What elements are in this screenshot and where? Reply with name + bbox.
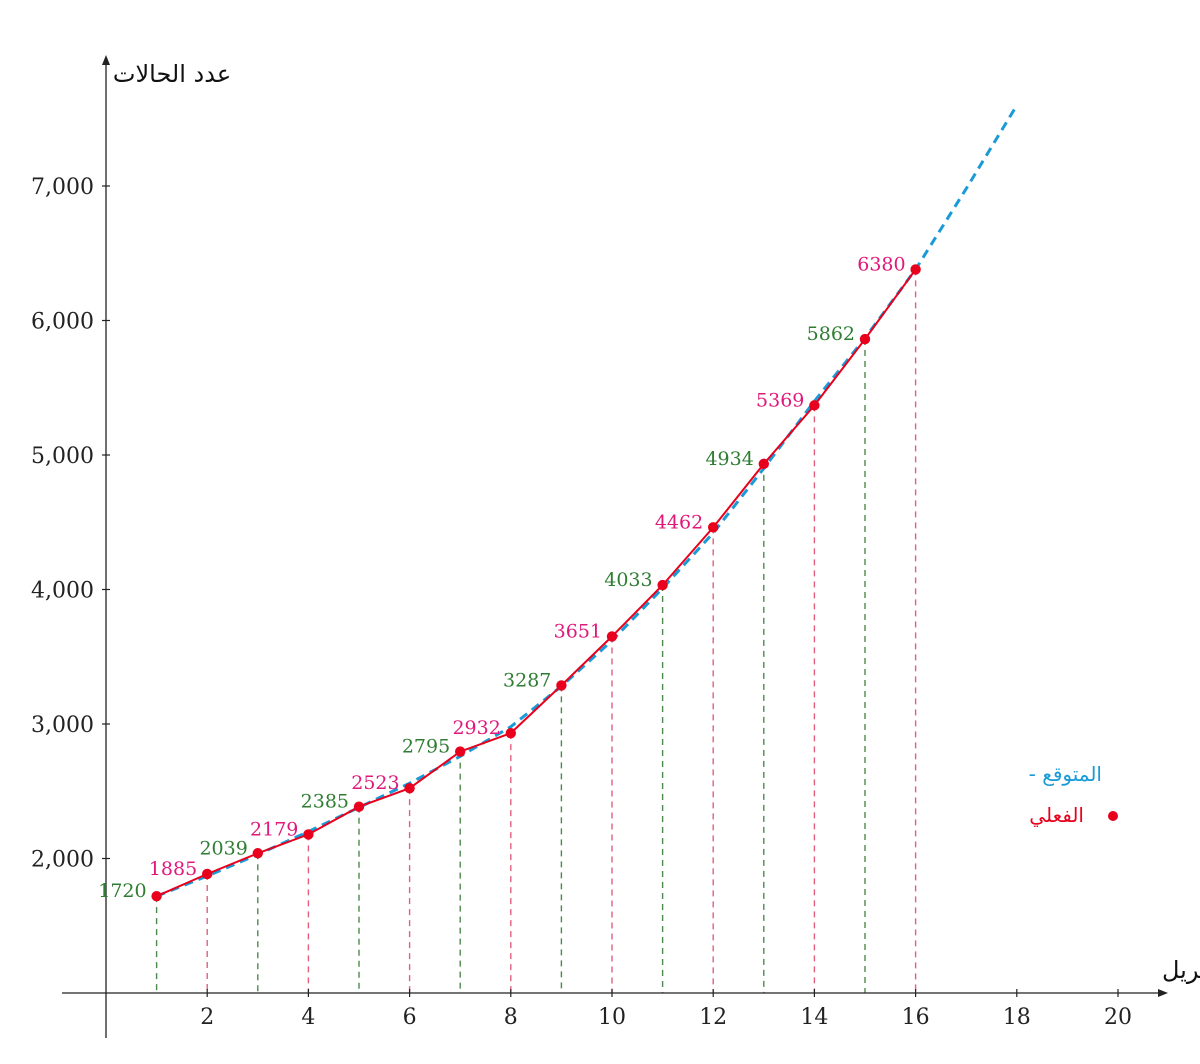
vertical-guide-lines bbox=[155, 269, 917, 993]
y-tick-label: 6,000 bbox=[31, 310, 94, 335]
y-tick-label: 4,000 bbox=[31, 579, 94, 604]
x-tick-label: 6 bbox=[403, 1005, 417, 1030]
y-tick-label: 7,000 bbox=[31, 175, 94, 200]
y-tick-label: 3,000 bbox=[31, 713, 94, 738]
series-line-actual bbox=[156, 268, 917, 898]
data-point-actual bbox=[505, 727, 516, 739]
data-point-actual bbox=[556, 680, 567, 691]
data-label: 4462 bbox=[655, 511, 703, 533]
data-point-actual bbox=[758, 458, 769, 470]
x-tick-label: 8 bbox=[504, 1005, 518, 1030]
series-line-expected bbox=[156, 104, 1019, 898]
data-label: 2932 bbox=[452, 717, 500, 739]
data-point-actual bbox=[809, 400, 820, 411]
data-point-actual bbox=[606, 631, 618, 642]
axes bbox=[62, 55, 1168, 1038]
data-label: 6380 bbox=[857, 253, 905, 275]
data-label: 3651 bbox=[554, 620, 602, 642]
data-label: 1885 bbox=[149, 858, 197, 880]
data-label: 2523 bbox=[351, 772, 399, 794]
data-label: 4934 bbox=[705, 448, 753, 470]
data-label: 5369 bbox=[756, 389, 804, 411]
data-point-actual bbox=[353, 801, 365, 812]
x-axis-arrowhead bbox=[1158, 989, 1168, 997]
data-label: 3287 bbox=[503, 669, 551, 691]
y-tick-label: 5,000 bbox=[31, 444, 94, 469]
x-tick-label: 14 bbox=[800, 1005, 828, 1030]
x-tick-label: 4 bbox=[301, 1005, 315, 1030]
data-label: 5862 bbox=[807, 323, 855, 345]
y-axis-arrowhead bbox=[102, 55, 110, 65]
data-point-actual bbox=[657, 579, 668, 591]
data-label: 2385 bbox=[301, 791, 349, 813]
x-axis-ticks: 2 4 6 8 10 12 14 16 18 20 bbox=[200, 989, 1132, 1030]
data-label: 2795 bbox=[402, 736, 450, 758]
x-tick-label: 18 bbox=[1003, 1005, 1031, 1030]
data-point-actual bbox=[708, 522, 719, 533]
series-layer bbox=[151, 104, 1019, 902]
data-label: 2179 bbox=[250, 818, 298, 840]
data-label: 2039 bbox=[199, 837, 247, 859]
x-tick-label: 10 bbox=[598, 1005, 626, 1030]
x-tick-label: 16 bbox=[902, 1005, 930, 1030]
data-point-actual bbox=[404, 782, 415, 794]
data-point-actual bbox=[455, 746, 466, 757]
y-axis-ticks: 2,000 3,000 4,000 5,000 6,000 7,000 bbox=[31, 175, 110, 873]
legend-item-expected: - المتوقع bbox=[1029, 762, 1102, 786]
y-tick-label: 2,000 bbox=[31, 848, 94, 873]
data-point-actual bbox=[859, 333, 871, 345]
legend-item-actual: الفعلي bbox=[1029, 803, 1084, 828]
data-point-actual bbox=[151, 890, 162, 902]
x-tick-label: 20 bbox=[1104, 1005, 1132, 1030]
data-point-actual bbox=[252, 848, 263, 859]
x-axis-title: إبريل bbox=[1162, 956, 1200, 985]
legend-marker-actual bbox=[1108, 811, 1118, 821]
data-point-actual bbox=[910, 264, 921, 275]
x-tick-label: 12 bbox=[699, 1005, 727, 1030]
data-point-actual bbox=[202, 868, 213, 880]
legend: - المتوقع الفعلي bbox=[1029, 762, 1118, 828]
data-point-actual bbox=[303, 829, 314, 840]
x-tick-label: 2 bbox=[200, 1005, 214, 1030]
data-label: 1720 bbox=[98, 880, 146, 902]
data-label: 4033 bbox=[604, 569, 652, 591]
y-axis-title: عدد الحالات bbox=[113, 60, 231, 88]
